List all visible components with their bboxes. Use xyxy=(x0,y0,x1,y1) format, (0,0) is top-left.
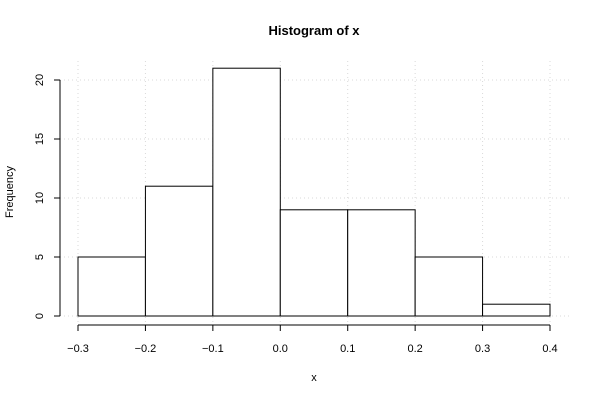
histogram-bar-2 xyxy=(212,67,281,317)
y-axis-label: Frequency xyxy=(4,166,16,218)
histogram-bar-0 xyxy=(77,256,146,317)
x-tick-label-6: 0.3 xyxy=(475,343,490,355)
histogram-bar-1 xyxy=(144,185,214,317)
chart-title: Histogram of x xyxy=(268,23,360,38)
y-tick-label-2: 10 xyxy=(34,192,46,204)
histogram-bar-6 xyxy=(482,303,551,317)
x-tick-label-1: −0.2 xyxy=(135,343,157,355)
x-tick-label-5: 0.2 xyxy=(407,343,422,355)
y-tick-label-3: 15 xyxy=(34,133,46,145)
x-tick-label-3: 0.0 xyxy=(273,343,288,355)
histogram-bar-5 xyxy=(414,256,484,317)
histogram-bar-4 xyxy=(347,209,416,317)
x-tick-label-7: 0.4 xyxy=(542,343,557,355)
y-tick-label-4: 20 xyxy=(34,74,46,86)
x-axis-label: x xyxy=(311,372,317,384)
x-tick-label-0: −0.3 xyxy=(67,343,89,355)
x-axis: −0.3 −0.2 −0.1 0.0 0.1 0.2 0.3 0.4 xyxy=(67,324,558,355)
bars-layer xyxy=(77,67,551,317)
y-axis: 0 5 10 15 20 xyxy=(34,74,61,319)
y-tick-label-1: 5 xyxy=(34,254,46,260)
x-tick-label-4: 0.1 xyxy=(340,343,355,355)
histogram-bar-3 xyxy=(279,209,349,317)
x-tick-label-2: −0.1 xyxy=(202,343,224,355)
y-tick-label-0: 0 xyxy=(34,313,46,319)
